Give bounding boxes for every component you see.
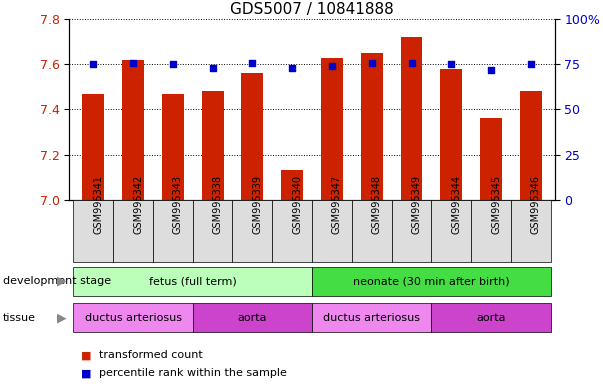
Bar	[233, 200, 273, 262]
Text: GSM995347: GSM995347	[332, 175, 342, 234]
Bar	[74, 266, 312, 296]
Text: transformed count: transformed count	[99, 350, 203, 360]
Text: ■: ■	[81, 368, 92, 378]
Point	[367, 60, 376, 66]
Point	[327, 63, 336, 69]
Bar	[74, 200, 113, 262]
Text: neonate (30 min after birth): neonate (30 min after birth)	[353, 276, 510, 286]
Bar	[162, 94, 184, 200]
Point	[526, 61, 535, 68]
Bar	[281, 170, 303, 200]
Text: GSM995340: GSM995340	[292, 175, 302, 234]
Bar	[391, 200, 431, 262]
Bar	[74, 303, 193, 333]
Text: GSM995346: GSM995346	[531, 175, 541, 234]
Text: GSM995339: GSM995339	[253, 175, 262, 234]
Text: GSM995344: GSM995344	[451, 175, 461, 234]
Bar	[153, 200, 193, 262]
Text: ■: ■	[81, 350, 92, 360]
Text: ▶: ▶	[57, 311, 66, 324]
Bar	[193, 303, 312, 333]
Point	[89, 61, 98, 68]
Text: GSM995345: GSM995345	[491, 175, 501, 234]
Text: aorta: aorta	[476, 313, 506, 323]
Text: fetus (full term): fetus (full term)	[149, 276, 236, 286]
Bar	[312, 266, 551, 296]
Text: ductus arteriosus: ductus arteriosus	[323, 313, 420, 323]
Text: percentile rank within the sample: percentile rank within the sample	[99, 368, 288, 378]
Bar	[480, 118, 502, 200]
Text: GSM995348: GSM995348	[371, 175, 382, 234]
Point	[128, 60, 138, 66]
Bar	[431, 303, 551, 333]
Text: GSM995349: GSM995349	[411, 175, 421, 234]
Bar	[82, 94, 104, 200]
Point	[248, 60, 257, 66]
Bar	[122, 60, 144, 200]
Text: aorta: aorta	[238, 313, 267, 323]
Point	[288, 65, 297, 71]
Text: GSM995341: GSM995341	[93, 175, 103, 234]
Point	[208, 65, 218, 71]
Bar	[113, 200, 153, 262]
Bar	[471, 200, 511, 262]
Bar	[241, 73, 264, 200]
Bar	[361, 53, 383, 200]
Point	[446, 61, 456, 68]
Point	[406, 60, 416, 66]
Bar	[520, 91, 542, 200]
Title: GDS5007 / 10841888: GDS5007 / 10841888	[230, 2, 394, 17]
Text: GSM995343: GSM995343	[173, 175, 183, 234]
Point	[168, 61, 178, 68]
Bar	[400, 37, 423, 200]
Bar	[440, 69, 463, 200]
Bar	[431, 200, 471, 262]
Bar	[312, 200, 352, 262]
Text: ductus arteriosus: ductus arteriosus	[84, 313, 182, 323]
Bar	[312, 303, 431, 333]
Bar	[511, 200, 551, 262]
Text: GSM995338: GSM995338	[213, 175, 223, 234]
Bar	[273, 200, 312, 262]
Bar	[321, 58, 343, 200]
Bar	[193, 200, 233, 262]
Text: development stage: development stage	[3, 276, 111, 286]
Text: ▶: ▶	[57, 275, 66, 288]
Bar	[201, 91, 224, 200]
Text: tissue: tissue	[3, 313, 36, 323]
Point	[486, 67, 496, 73]
Bar	[352, 200, 391, 262]
Text: GSM995342: GSM995342	[133, 175, 143, 234]
